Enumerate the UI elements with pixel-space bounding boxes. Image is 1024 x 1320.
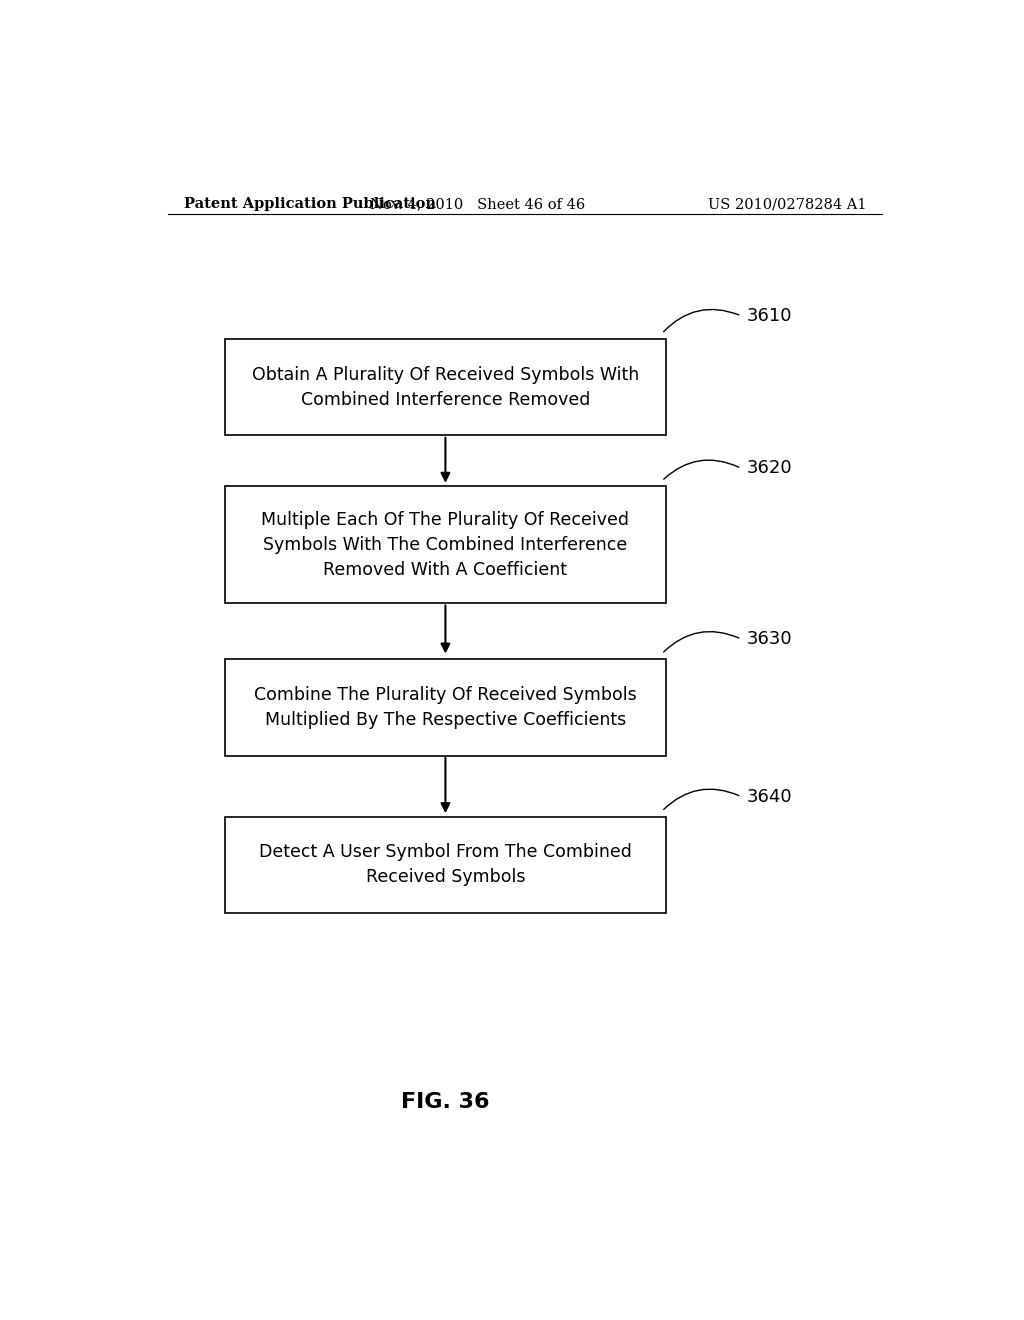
Text: Patent Application Publication: Patent Application Publication	[183, 197, 435, 211]
Text: 3640: 3640	[748, 788, 793, 805]
Bar	[225, 339, 666, 436]
Bar	[225, 817, 666, 913]
Text: Multiple Each Of The Plurality Of Received
Symbols With The Combined Interferenc: Multiple Each Of The Plurality Of Receiv…	[261, 511, 630, 578]
Text: FIG. 36: FIG. 36	[401, 1092, 489, 1111]
Bar	[225, 486, 666, 603]
Text: Detect A User Symbol From The Combined
Received Symbols: Detect A User Symbol From The Combined R…	[259, 843, 632, 886]
Text: 3610: 3610	[748, 308, 793, 325]
Text: Combine The Plurality Of Received Symbols
Multiplied By The Respective Coefficie: Combine The Plurality Of Received Symbol…	[254, 686, 637, 729]
Text: US 2010/0278284 A1: US 2010/0278284 A1	[708, 197, 866, 211]
Text: 3620: 3620	[748, 459, 793, 478]
Text: Nov. 4, 2010   Sheet 46 of 46: Nov. 4, 2010 Sheet 46 of 46	[370, 197, 585, 211]
Bar	[225, 659, 666, 755]
Text: Obtain A Plurality Of Received Symbols With
Combined Interference Removed: Obtain A Plurality Of Received Symbols W…	[252, 366, 639, 409]
Text: 3630: 3630	[748, 630, 793, 648]
